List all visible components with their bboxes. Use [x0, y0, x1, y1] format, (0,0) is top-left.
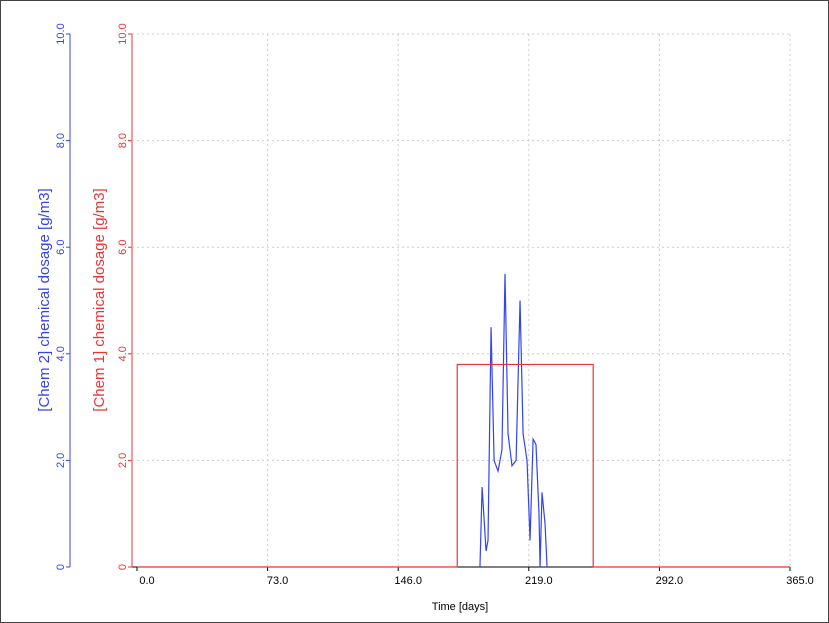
- y-tick-label: 8.0: [55, 133, 67, 148]
- x-tick-label: 365.0: [786, 575, 814, 587]
- series-line: [479, 273, 548, 568]
- x-tick-label: 0.0: [139, 575, 154, 587]
- y-tick-label: 6.0: [55, 240, 67, 255]
- y-tick-label: 10.0: [55, 23, 67, 44]
- series-line: [137, 363, 790, 568]
- y-tick-label: 4.0: [55, 346, 67, 361]
- y2-tick-label: 2.0: [117, 453, 129, 468]
- y2-tick-label: 8.0: [117, 133, 129, 148]
- x-axis-title: Time [days]: [432, 601, 488, 613]
- x-tick-label: 292.0: [656, 575, 684, 587]
- x-tick-label: 219.0: [525, 575, 553, 587]
- x-tick-label: 146.0: [394, 575, 422, 587]
- y2-tick-label: 4.0: [117, 346, 129, 361]
- y2-tick-label: 0: [117, 564, 129, 570]
- y2-tick-label: 6.0: [117, 240, 129, 255]
- y-tick-label: 0: [55, 564, 67, 570]
- y2-tick-label: 10.0: [117, 23, 129, 44]
- x-tick-label: 73.0: [267, 575, 288, 587]
- y2-axis-title: [Chem 1] chemical dosage [g/m3]: [91, 188, 108, 411]
- y-tick-label: 2.0: [55, 453, 67, 468]
- y-axis-title: [Chem 2] chemical dosage [g/m3]: [36, 188, 53, 411]
